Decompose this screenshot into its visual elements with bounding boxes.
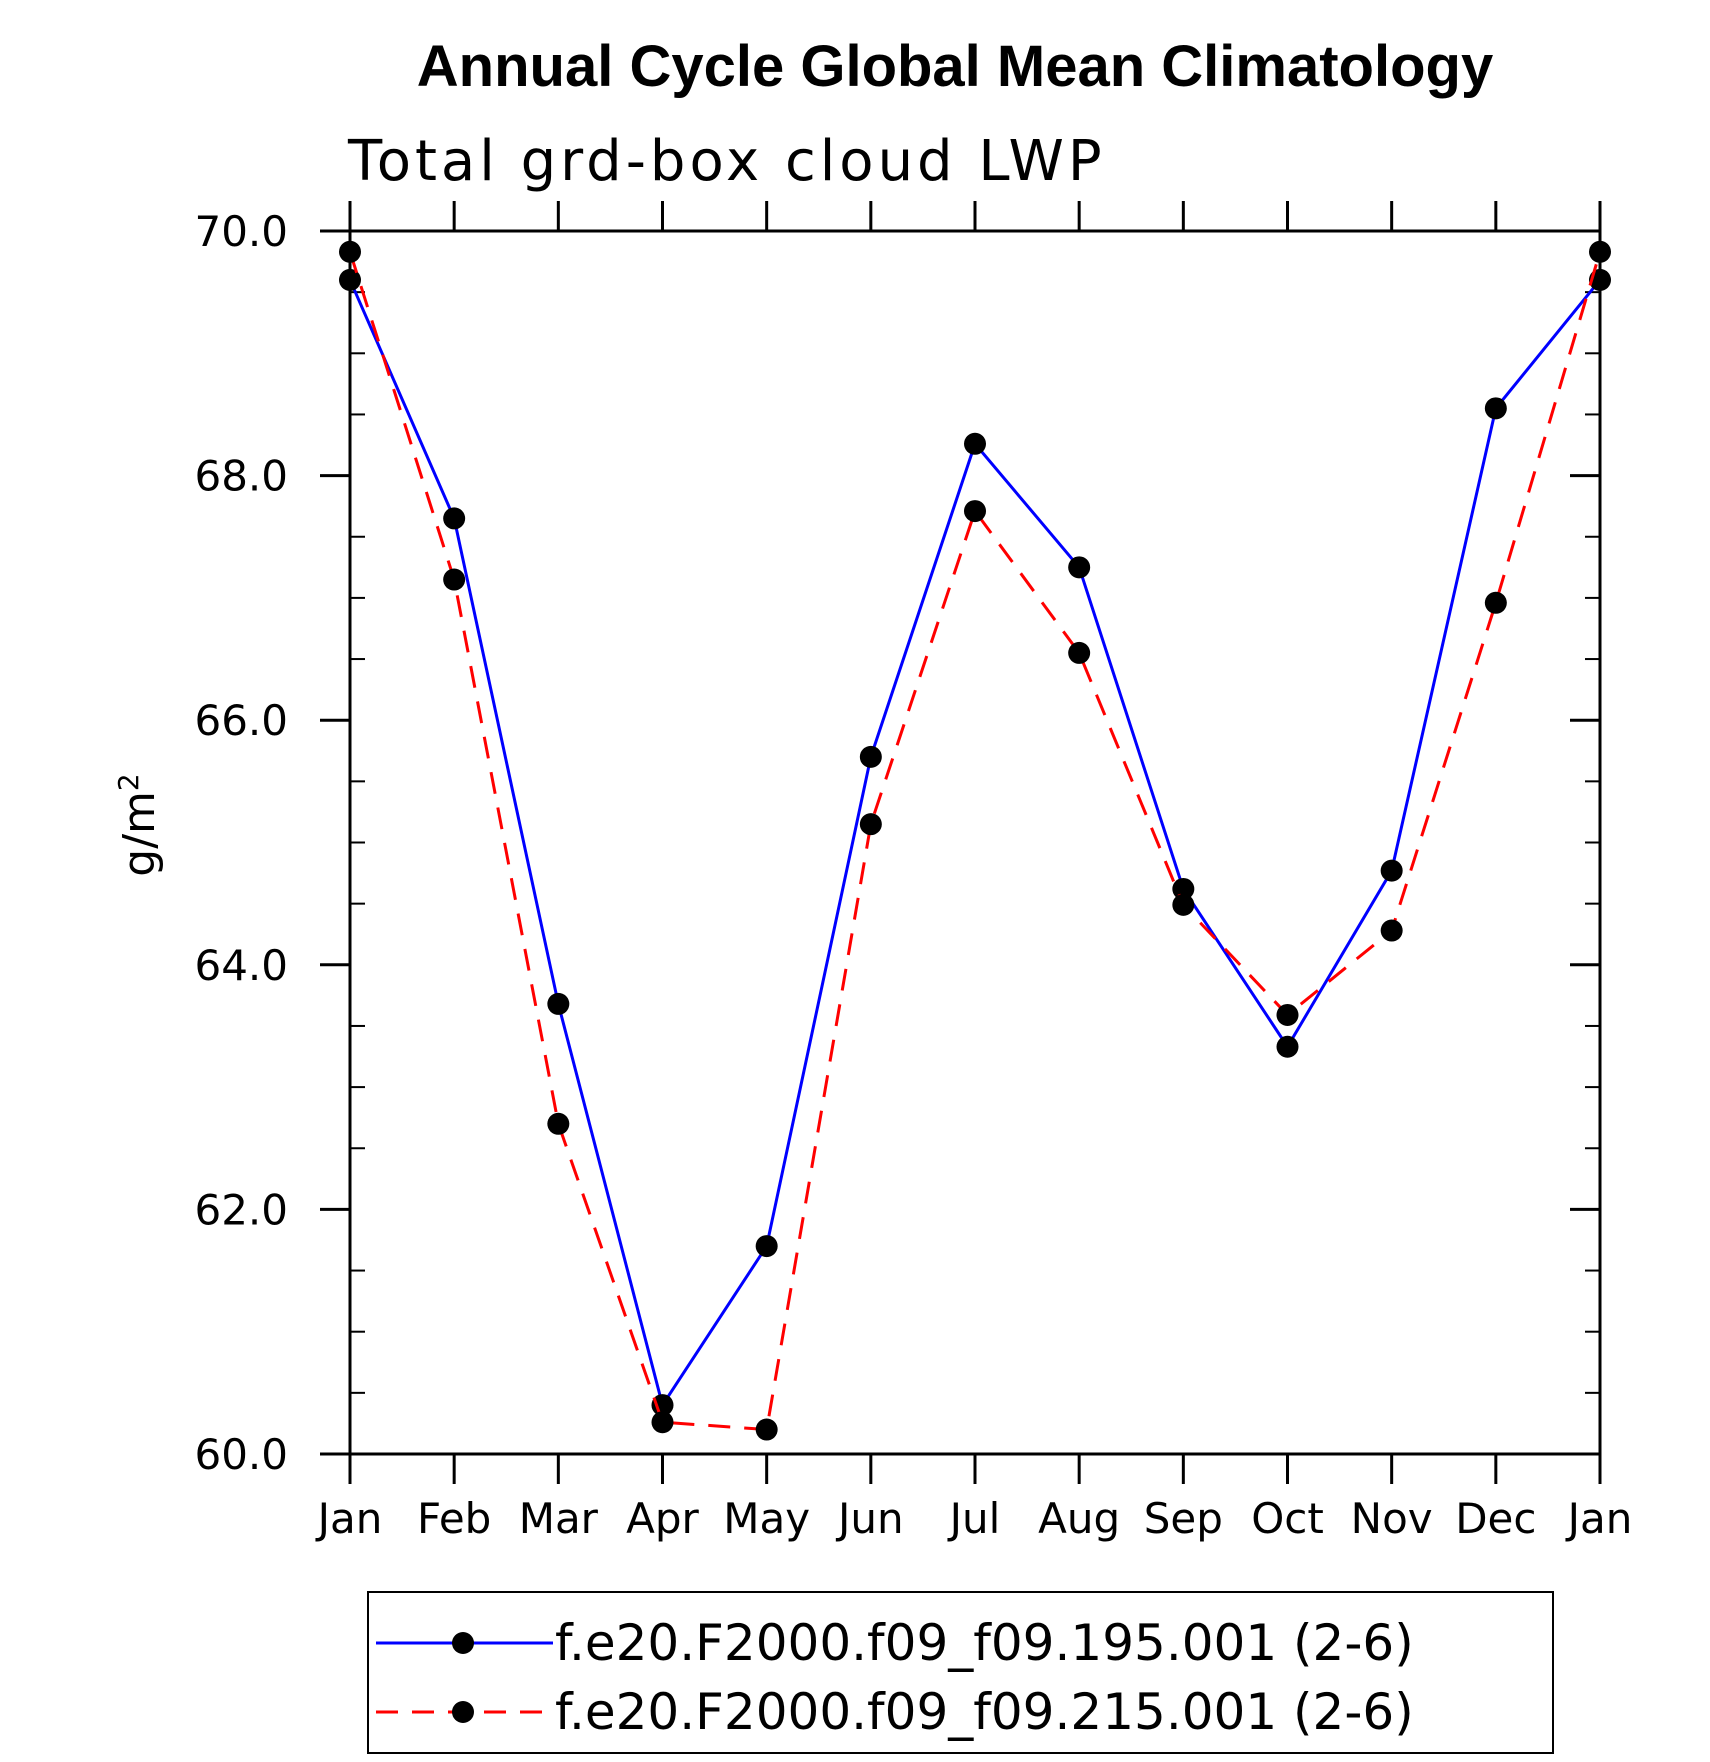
y-tick-label: 62.0 (194, 1185, 288, 1234)
data-point (339, 240, 361, 263)
data-point (1380, 919, 1403, 942)
data-point (443, 507, 466, 530)
y-tick-label: 68.0 (194, 452, 288, 501)
x-tick-label: Sep (1144, 1494, 1223, 1543)
x-tick-label: Dec (1455, 1494, 1536, 1543)
y-axis-label-superscript: 2 (112, 773, 145, 791)
data-point (651, 1411, 674, 1434)
data-point (964, 500, 986, 523)
data-point (1276, 1035, 1299, 1058)
data-point (859, 745, 882, 768)
legend-box (367, 1591, 1554, 1754)
data-point (1172, 877, 1195, 900)
x-tick-label: Mar (519, 1494, 599, 1543)
data-point (1172, 893, 1195, 916)
data-point (1276, 1003, 1299, 1026)
y-tick-label: 64.0 (194, 941, 288, 990)
x-tick-label: Apr (626, 1494, 699, 1543)
x-tick-label: Jan (1565, 1494, 1633, 1543)
y-axis-label-unit: g/m (114, 791, 165, 877)
x-tick-label: Oct (1251, 1494, 1324, 1543)
x-tick-label: Jan (315, 1494, 383, 1543)
series-1 (339, 268, 1611, 1417)
y-tick-label: 60.0 (194, 1430, 288, 1479)
chart-title: Annual Cycle Global Mean Climatology (417, 34, 1493, 99)
y-tick-label: 70.0 (194, 207, 288, 256)
data-point (755, 1235, 778, 1258)
chart-subtitle: Total grd-box cloud LWP (347, 129, 1106, 194)
data-point (547, 1112, 570, 1135)
x-tick-label: Nov (1351, 1494, 1433, 1543)
data-point (1068, 556, 1091, 579)
legend-entry-1: f.e20.F2000.f09_f09.195.001 (2-6) (376, 1614, 1414, 1672)
x-tick-label: May (723, 1494, 810, 1543)
y-tick-label: 66.0 (194, 696, 288, 745)
x-tick-label: Jul (947, 1494, 1001, 1543)
legend-entry-2: f.e20.F2000.f09_f09.215.001 (2-6) (376, 1683, 1414, 1741)
x-tick-label: Aug (1038, 1494, 1120, 1543)
data-point (1589, 240, 1611, 263)
data-point (1484, 591, 1507, 614)
series-2 (339, 240, 1611, 1441)
plot-frame (348, 229, 1602, 1456)
data-point (1380, 859, 1403, 882)
x-tick-label: Feb (417, 1494, 491, 1543)
series-line (348, 251, 1602, 1432)
data-point (755, 1418, 778, 1441)
data-point (1068, 641, 1091, 664)
axes: Jan Feb Mar Apr May Jun Jul Aug Sep Oct Nov Dec Jan 6… (194, 201, 1632, 1543)
legend-label: f.e20.F2000.f09_f09.195.001 (2-6) (555, 1614, 1414, 1672)
series-layer (339, 240, 1611, 1441)
legend-label: f.e20.F2000.f09_f09.215.001 (2-6) (555, 1683, 1414, 1741)
data-point (1484, 397, 1507, 420)
data-point (547, 992, 570, 1015)
data-point (859, 813, 882, 836)
data-point (443, 568, 466, 591)
x-tick-label: Jun (835, 1494, 904, 1543)
y-axis-label: g/m2 (112, 773, 165, 876)
legend: f.e20.F2000.f09_f09.195.001 (2-6) f.e20.F… (367, 1591, 1554, 1754)
data-point (339, 268, 361, 291)
data-point (964, 432, 986, 455)
legend-marker (452, 1632, 474, 1654)
legend-marker (452, 1701, 474, 1723)
